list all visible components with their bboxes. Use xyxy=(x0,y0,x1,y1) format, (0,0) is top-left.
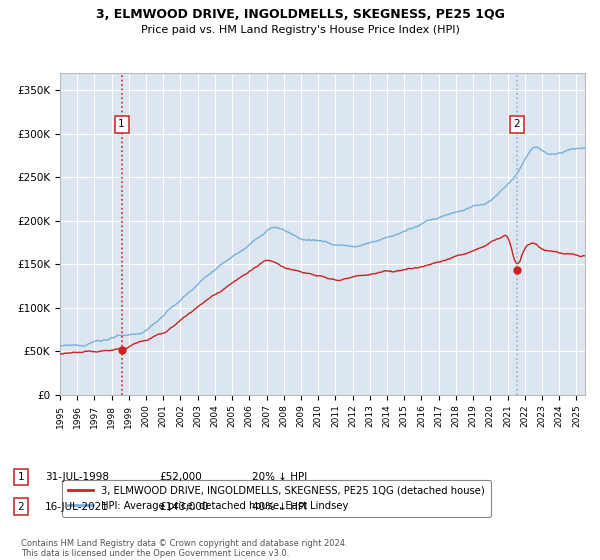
Text: 1: 1 xyxy=(118,119,125,129)
Text: 2: 2 xyxy=(17,502,25,512)
Text: £143,000: £143,000 xyxy=(159,502,208,512)
Text: 3, ELMWOOD DRIVE, INGOLDMELLS, SKEGNESS, PE25 1QG: 3, ELMWOOD DRIVE, INGOLDMELLS, SKEGNESS,… xyxy=(95,8,505,21)
Text: 1: 1 xyxy=(17,472,25,482)
Text: 31-JUL-1998: 31-JUL-1998 xyxy=(45,472,109,482)
Text: Contains HM Land Registry data © Crown copyright and database right 2024.
This d: Contains HM Land Registry data © Crown c… xyxy=(21,539,347,558)
Text: Price paid vs. HM Land Registry's House Price Index (HPI): Price paid vs. HM Land Registry's House … xyxy=(140,25,460,35)
Text: 40% ↓ HPI: 40% ↓ HPI xyxy=(252,502,307,512)
Text: £52,000: £52,000 xyxy=(159,472,202,482)
Legend: 3, ELMWOOD DRIVE, INGOLDMELLS, SKEGNESS, PE25 1QG (detached house), HPI: Average: 3, ELMWOOD DRIVE, INGOLDMELLS, SKEGNESS,… xyxy=(62,480,491,517)
Text: 16-JUL-2021: 16-JUL-2021 xyxy=(45,502,109,512)
Text: 2: 2 xyxy=(514,119,520,129)
Text: 20% ↓ HPI: 20% ↓ HPI xyxy=(252,472,307,482)
